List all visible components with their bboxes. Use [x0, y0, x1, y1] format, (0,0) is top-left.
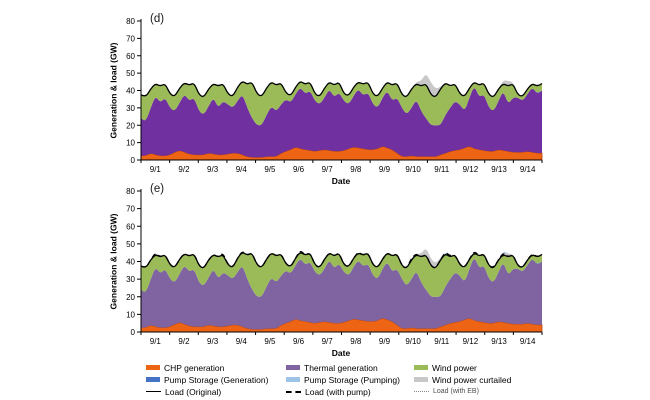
x-tick-label: 9/9 — [379, 165, 391, 174]
legend-item-pump-storage-pumping: Pump Storage (Pumping) — [286, 374, 414, 385]
y-tick-label: 10 — [126, 310, 135, 319]
area-thermal-generation-e — [141, 259, 542, 330]
legend-item-wind-power: Wind power — [414, 362, 574, 373]
legend-swatch-pump-storage-generation — [146, 377, 160, 382]
legend-swatch-load-with-eb — [414, 391, 429, 392]
x-tick-label: 9/13 — [491, 165, 507, 174]
y-tick-label: 50 — [126, 240, 135, 249]
y-tick-label: 60 — [126, 222, 135, 231]
legend-label: Pump Storage (Pumping) — [304, 374, 400, 385]
x-tick-label: 9/10 — [405, 165, 421, 174]
legend-item-thermal-generation: Thermal generation — [286, 362, 414, 373]
legend-label: Wind power — [432, 362, 477, 373]
x-tick-label: 9/4 — [236, 165, 248, 174]
x-tick-label: 9/3 — [207, 165, 219, 174]
x-tick-label: 9/14 — [520, 165, 536, 174]
legend-swatch-load-original — [146, 391, 161, 392]
legend-label: Load (Original) — [165, 386, 222, 397]
y-tick-label: 20 — [126, 121, 135, 130]
area-wind-power-d — [141, 82, 542, 126]
y-tick-label: 30 — [126, 275, 135, 284]
x-tick-label: 9/13 — [491, 337, 507, 346]
legend-label: Thermal generation — [304, 362, 378, 373]
y-tick-label: 40 — [126, 258, 135, 267]
legend-item-load-with-eb: Load (with EB) — [414, 386, 574, 397]
x-tick-label: 9/7 — [322, 165, 334, 174]
legend-swatch-load-with-pump — [286, 390, 301, 393]
x-tick-label: 9/1 — [150, 165, 162, 174]
x-tick-label: 9/6 — [293, 165, 305, 174]
x-tick-label: 9/4 — [236, 337, 248, 346]
area-thermal-generation-d — [141, 88, 542, 158]
x-tick-label: 9/12 — [463, 165, 479, 174]
x-tick-label: 9/7 — [322, 337, 334, 346]
legend-label: Pump Storage (Generation) — [164, 374, 269, 385]
x-tick-label: 9/8 — [350, 165, 362, 174]
x-axis-title-e: Date — [331, 348, 351, 358]
x-tick-label: 9/5 — [264, 165, 276, 174]
y-tick-label: 20 — [126, 293, 135, 302]
legend-label: Load (with pump) — [305, 386, 371, 397]
line-load-original-d — [140, 81, 543, 98]
y-tick-label: 70 — [126, 205, 135, 214]
x-axis-title-d: Date — [331, 176, 351, 186]
legend-item-pump-storage-generation: Pump Storage (Generation) — [146, 374, 286, 385]
legend-label: CHP generation — [164, 362, 225, 373]
x-tick-label: 9/8 — [350, 337, 362, 346]
legend-swatch-thermal-generation — [286, 365, 300, 370]
y-tick-label: 80 — [126, 17, 135, 26]
legend-item-wind-power-curtailed: Wind power curtailed — [414, 374, 574, 385]
x-tick-label: 9/2 — [178, 165, 190, 174]
x-tick-label: 9/10 — [405, 337, 421, 346]
y-tick-label: 10 — [126, 139, 135, 148]
y-tick-label: 70 — [126, 34, 135, 43]
area-wind-power-e — [141, 252, 542, 297]
x-tick-label: 9/2 — [178, 337, 190, 346]
x-tick-label: 9/6 — [293, 337, 305, 346]
legend-swatch-chp-generation — [146, 365, 160, 370]
x-tick-label: 9/1 — [150, 337, 162, 346]
chart-legend: CHP generation Thermal generation Wind pow… — [146, 362, 574, 397]
x-tick-label: 9/3 — [207, 337, 219, 346]
y-tick-label: 50 — [126, 69, 135, 78]
legend-swatch-pump-storage-pumping — [286, 377, 300, 382]
y-tick-label: 30 — [126, 104, 135, 113]
panel-label-e: (e) — [150, 183, 165, 195]
y-tick-label: 0 — [131, 156, 136, 165]
panel-label-d: (d) — [150, 13, 165, 25]
x-tick-label: 9/9 — [379, 337, 391, 346]
x-tick-label: 9/11 — [434, 165, 450, 174]
legend-item-load-with-pump: Load (with pump) — [286, 386, 414, 397]
y-tick-label: 0 — [131, 328, 136, 337]
legend-item-chp-generation: CHP generation — [146, 362, 286, 373]
x-tick-label: 9/5 — [264, 337, 276, 346]
legend-swatch-wind-power-curtailed — [414, 377, 428, 382]
x-tick-label: 9/14 — [520, 337, 536, 346]
x-tick-label: 9/12 — [463, 337, 479, 346]
y-tick-label: 80 — [126, 187, 135, 196]
legend-item-load-original: Load (Original) — [146, 386, 286, 397]
x-tick-label: 9/11 — [434, 337, 450, 346]
legend-label: Wind power curtailed — [432, 374, 512, 385]
legend-swatch-wind-power — [414, 365, 428, 370]
y-tick-label: 60 — [126, 52, 135, 61]
y-tick-label: 40 — [126, 87, 135, 96]
legend-label: Load (with EB) — [433, 388, 479, 395]
line-load-with-pump-e — [140, 250, 543, 269]
